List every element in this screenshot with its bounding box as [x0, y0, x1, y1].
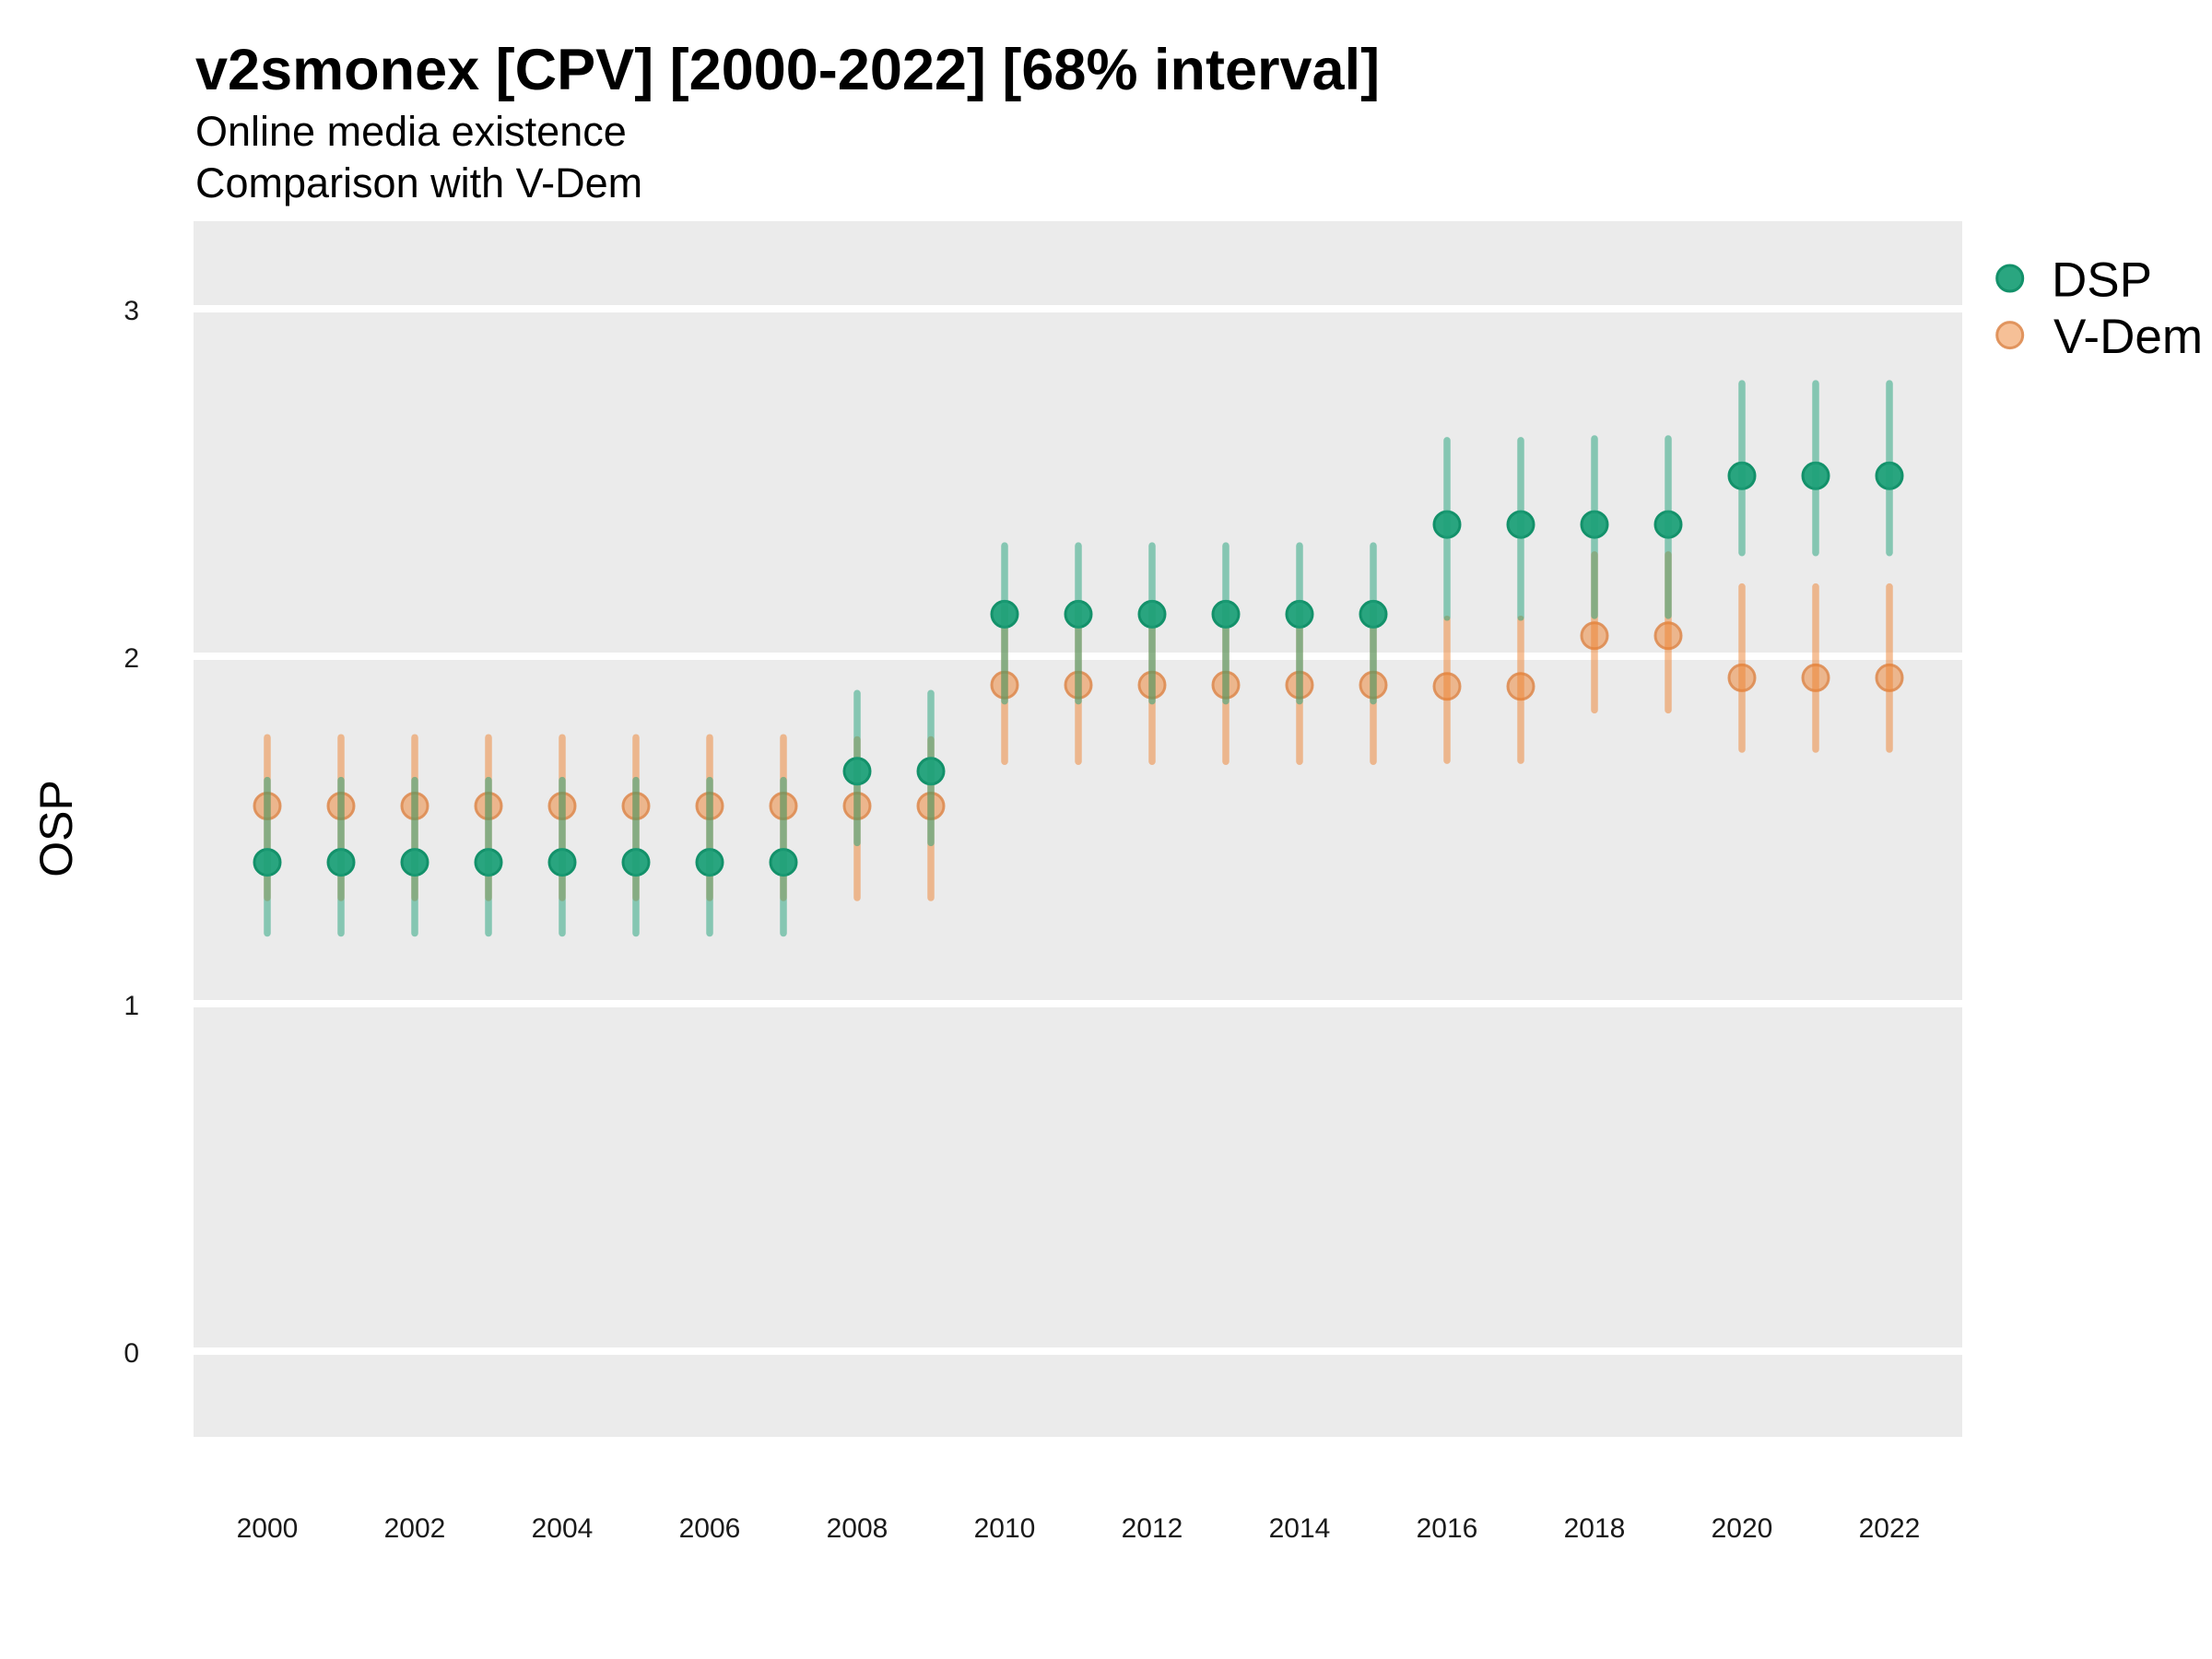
svg-text:2014: 2014 — [1269, 1513, 1331, 1544]
svg-text:V-Dem: V-Dem — [2053, 310, 2203, 364]
svg-text:v2smonex [CPV] [2000-2022] [68: v2smonex [CPV] [2000-2022] [68% interval… — [195, 38, 1380, 102]
svg-text:2016: 2016 — [1417, 1513, 1478, 1544]
svg-text:2018: 2018 — [1564, 1513, 1626, 1544]
svg-text:3: 3 — [124, 296, 139, 326]
svg-text:OSP: OSP — [30, 780, 82, 877]
svg-text:2020: 2020 — [1712, 1513, 1773, 1544]
svg-text:2008: 2008 — [827, 1513, 888, 1544]
svg-text:2002: 2002 — [384, 1513, 446, 1544]
svg-text:Online media existence: Online media existence — [195, 108, 627, 155]
svg-text:0: 0 — [124, 1338, 139, 1369]
svg-text:Comparison with V-Dem: Comparison with V-Dem — [195, 159, 642, 206]
svg-text:1: 1 — [124, 991, 139, 1021]
svg-text:2: 2 — [124, 643, 139, 674]
svg-text:2006: 2006 — [679, 1513, 741, 1544]
svg-text:2022: 2022 — [1859, 1513, 1921, 1544]
svg-text:2004: 2004 — [532, 1513, 594, 1544]
svg-text:2012: 2012 — [1122, 1513, 1183, 1544]
svg-text:2010: 2010 — [974, 1513, 1036, 1544]
svg-text:DSP: DSP — [2052, 253, 2152, 307]
svg-text:2000: 2000 — [237, 1513, 299, 1544]
